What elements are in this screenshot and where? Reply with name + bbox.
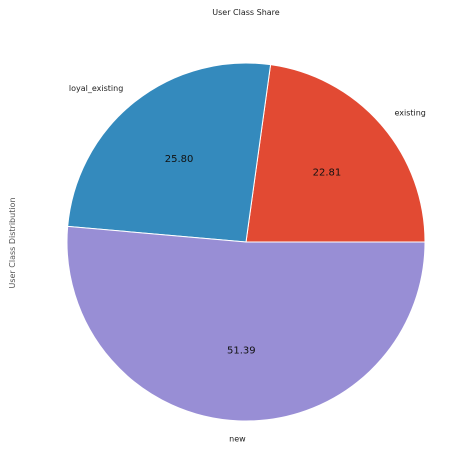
pie-labels: existing 22.81 loyal_existing 25.80 new 51.39 xyxy=(69,84,426,444)
slice-label-existing: existing xyxy=(394,109,425,118)
slice-value-loyal_existing: 25.80 xyxy=(165,154,194,165)
slice-label-new: new xyxy=(229,435,246,444)
y-axis-label: User Class Distribution xyxy=(8,197,17,288)
chart-title: User Class Share xyxy=(212,8,280,17)
pie-slice-loyal_existing xyxy=(67,62,272,243)
pie-slice-existing xyxy=(245,64,426,243)
slice-label-loyal_existing: loyal_existing xyxy=(69,84,123,93)
slice-value-existing: 22.81 xyxy=(313,167,342,178)
pie-slice-new xyxy=(66,225,426,422)
slice-value-new: 51.39 xyxy=(227,345,256,356)
pie-slices xyxy=(66,62,426,422)
